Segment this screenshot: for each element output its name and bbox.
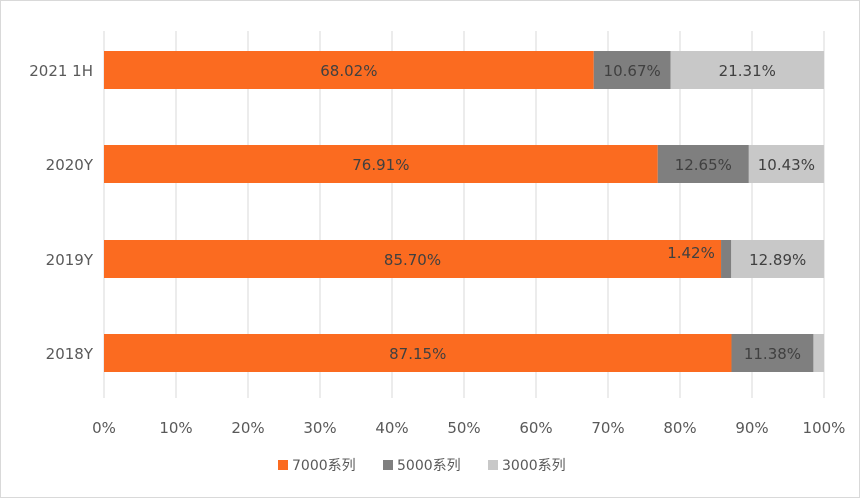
data-label-2019Y-series-1: 1.42% (667, 244, 715, 262)
category-label-2020Y: 2020Y (46, 156, 94, 174)
legend-swatch-0 (278, 460, 288, 470)
bar-2018Y-series-1 (731, 334, 814, 372)
bar-2020Y-series-1 (657, 145, 749, 183)
legend-swatch-1 (383, 460, 393, 470)
data-label-2019Y-series-0: 85.70% (384, 251, 441, 269)
data-label-2018Y-series-1: 11.38% (744, 345, 801, 363)
x-tick-20%: 20% (231, 419, 264, 437)
bar-2021-1H-series-0 (104, 51, 594, 89)
x-tick-50%: 50% (447, 419, 480, 437)
x-tick-30%: 30% (303, 419, 336, 437)
bar-2021-1H-series-1 (593, 51, 671, 89)
bars (104, 51, 825, 372)
x-tick-80%: 80% (663, 419, 696, 437)
category-label-2019Y: 2019Y (46, 251, 94, 269)
bar-2018Y-series-2 (813, 334, 824, 372)
legend-label-2: 3000系列 (502, 458, 566, 474)
bar-2019Y-series-2 (731, 240, 825, 278)
bar-2019Y-series-1 (721, 240, 732, 278)
x-tick-60%: 60% (519, 419, 552, 437)
data-label-2021-1H-series-1: 10.67% (604, 62, 661, 80)
data-labels: 68.02% 10.67% 21.31% 76.91% 12.65% 10.43% 85.7… (320, 62, 815, 363)
data-label-2020Y-series-1: 12.65% (675, 156, 732, 174)
data-label-2020Y-series-2: 10.43% (758, 156, 815, 174)
legend-label-1: 5000系列 (397, 458, 461, 474)
x-tick-90%: 90% (735, 419, 768, 437)
x-tick-70%: 70% (591, 419, 624, 437)
data-label-2020Y-series-0: 76.91% (352, 156, 409, 174)
bar-2020Y-series-0 (104, 145, 658, 183)
bar-2019Y-series-0 (104, 240, 722, 278)
category-labels: 2021 1H 2020Y 2019Y 2018Y (29, 62, 94, 363)
legend-label-0: 7000系列 (292, 458, 356, 474)
legend: 7000系列 5000系列 3000系列 (278, 458, 566, 474)
x-tick-10%: 10% (159, 419, 192, 437)
bar-2020Y-series-2 (748, 145, 824, 183)
data-label-2021-1H-series-2: 21.31% (719, 62, 776, 80)
bar-2021-1H-series-2 (670, 51, 824, 89)
x-tick-40%: 40% (375, 419, 408, 437)
category-label-2021-1H: 2021 1H (29, 62, 93, 80)
data-label-2021-1H-series-0: 68.02% (320, 62, 377, 80)
data-label-2018Y-series-0: 87.15% (389, 345, 446, 363)
x-tick-0%: 0% (92, 419, 116, 437)
legend-swatch-2 (488, 460, 498, 470)
data-label-2019Y-series-2: 12.89% (749, 251, 806, 269)
x-tick-labels: 0% 10% 20% 30% 40% 50% 60% 70% 80% 90% 100% (92, 419, 845, 437)
bar-2018Y-series-0 (104, 334, 732, 372)
x-tick-100%: 100% (803, 419, 846, 437)
category-label-2018Y: 2018Y (46, 345, 94, 363)
